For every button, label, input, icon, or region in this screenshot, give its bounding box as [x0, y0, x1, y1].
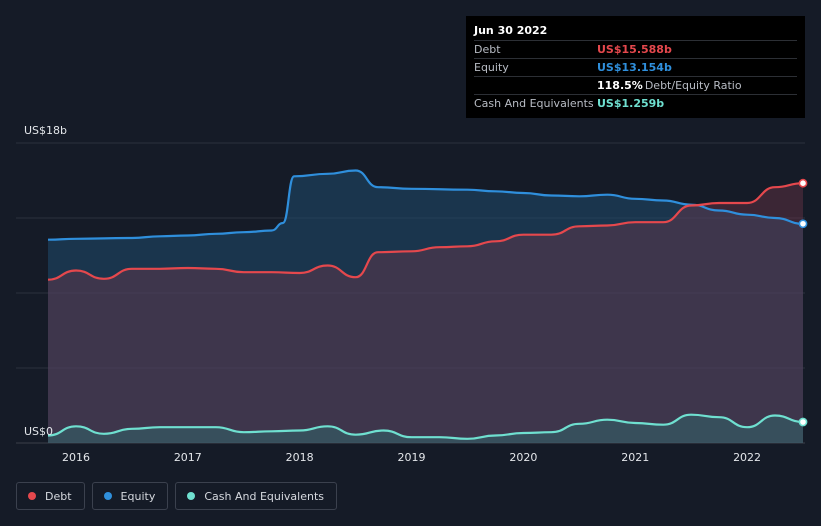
tooltip-row-ratio: 118.5% Debt/Equity Ratio [474, 76, 797, 94]
legend-item-cash[interactable]: Cash And Equivalents [175, 482, 337, 510]
x-tick-label: 2020 [509, 451, 537, 464]
tooltip-row-debt: Debt US$15.588b [474, 40, 797, 58]
debt-dot-icon [28, 492, 36, 500]
tooltip-row-equity: Equity US$13.154b [474, 58, 797, 76]
cash-and-equivalents-end-marker [798, 417, 808, 427]
legend-label: Cash And Equivalents [204, 489, 324, 503]
x-tick-label: 2022 [733, 451, 761, 464]
tooltip-value: US$15.588b [597, 43, 672, 56]
tooltip-note: Debt/Equity Ratio [644, 79, 742, 92]
tooltip-label: Equity [474, 61, 509, 74]
legend-label: Equity [120, 489, 156, 503]
legend-item-debt[interactable]: Debt [16, 482, 85, 510]
end-markers [798, 178, 808, 427]
cash-dot-icon [187, 492, 196, 500]
y-axis-top-label: US$18b [24, 124, 67, 137]
tooltip-value: 118.5% [597, 79, 643, 92]
tooltip-label [474, 77, 597, 94]
x-tick-label: 2018 [286, 451, 314, 464]
debt-end-marker [798, 178, 808, 188]
x-axis-ticks: 2016 2017 2018 2019 2020 2021 2022 [62, 451, 761, 464]
tooltip-row-cash: Cash And Equivalents US$1.259b [474, 94, 797, 112]
tooltip-value: US$1.259b [597, 97, 665, 110]
equity-line [47, 169, 804, 241]
debt-area [48, 183, 803, 443]
x-tick-label: 2019 [398, 451, 426, 464]
cash-and-equivalents-line [47, 413, 804, 440]
tooltip-value: US$13.154b [597, 61, 672, 74]
legend-item-equity[interactable]: Equity [91, 482, 169, 510]
equity-end-marker [798, 219, 808, 229]
equity-area [48, 170, 803, 443]
y-axis-bottom-label: US$0 [24, 425, 53, 438]
axes: US$18b US$0 [24, 124, 67, 438]
legend: Debt Equity Cash And Equivalents [16, 482, 337, 510]
x-tick-label: 2017 [174, 451, 202, 464]
equity-dot-icon [103, 492, 112, 500]
x-tick-label: 2016 [62, 451, 90, 464]
cash-and-equivalents-area [48, 414, 803, 443]
legend-label: Debt [45, 489, 72, 503]
tooltip-label: Cash And Equivalents [474, 97, 594, 110]
tooltip-date: Jun 30 2022 [474, 24, 548, 37]
tooltip-label: Debt [474, 43, 501, 56]
debt-line [47, 182, 804, 281]
x-tick-label: 2021 [621, 451, 649, 464]
series-lines [47, 169, 804, 440]
series-areas [48, 170, 803, 443]
data-tooltip: Jun 30 2022 Debt US$15.588b Equity US$13… [466, 16, 805, 118]
